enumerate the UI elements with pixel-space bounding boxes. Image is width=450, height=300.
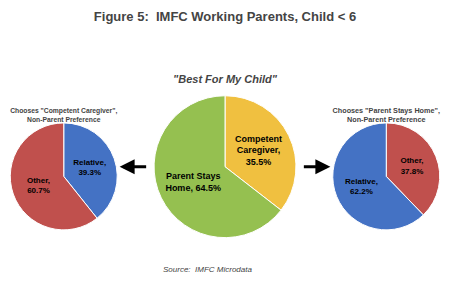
svg-text:Relative,39.3%: Relative,39.3%	[73, 158, 106, 177]
svg-text:Figure 5: IMFC Working Parent: Figure 5: IMFC Working Parents, Child < …	[94, 9, 356, 24]
svg-text:CompetentCaregiver,35.5%: CompetentCaregiver,35.5%	[235, 134, 282, 167]
svg-text:Chooses "Parent Stays Home",No: Chooses "Parent Stays Home",Non-Parent P…	[333, 106, 440, 124]
svg-text:Parent StaysHome, 64.5%: Parent StaysHome, 64.5%	[165, 171, 221, 193]
svg-text:Other,60.7%: Other,60.7%	[27, 176, 50, 195]
svg-text:Relative,62.2%: Relative,62.2%	[345, 177, 378, 196]
svg-text:"Best For My Child": "Best For My Child"	[173, 73, 278, 85]
svg-text:Other,37.8%: Other,37.8%	[400, 156, 423, 175]
svg-text:Source: IMFC Microdata: Source: IMFC Microdata	[163, 265, 252, 274]
svg-text:Chooses "Competent Caregiver",: Chooses "Competent Caregiver",Non-Parent…	[10, 107, 117, 123]
